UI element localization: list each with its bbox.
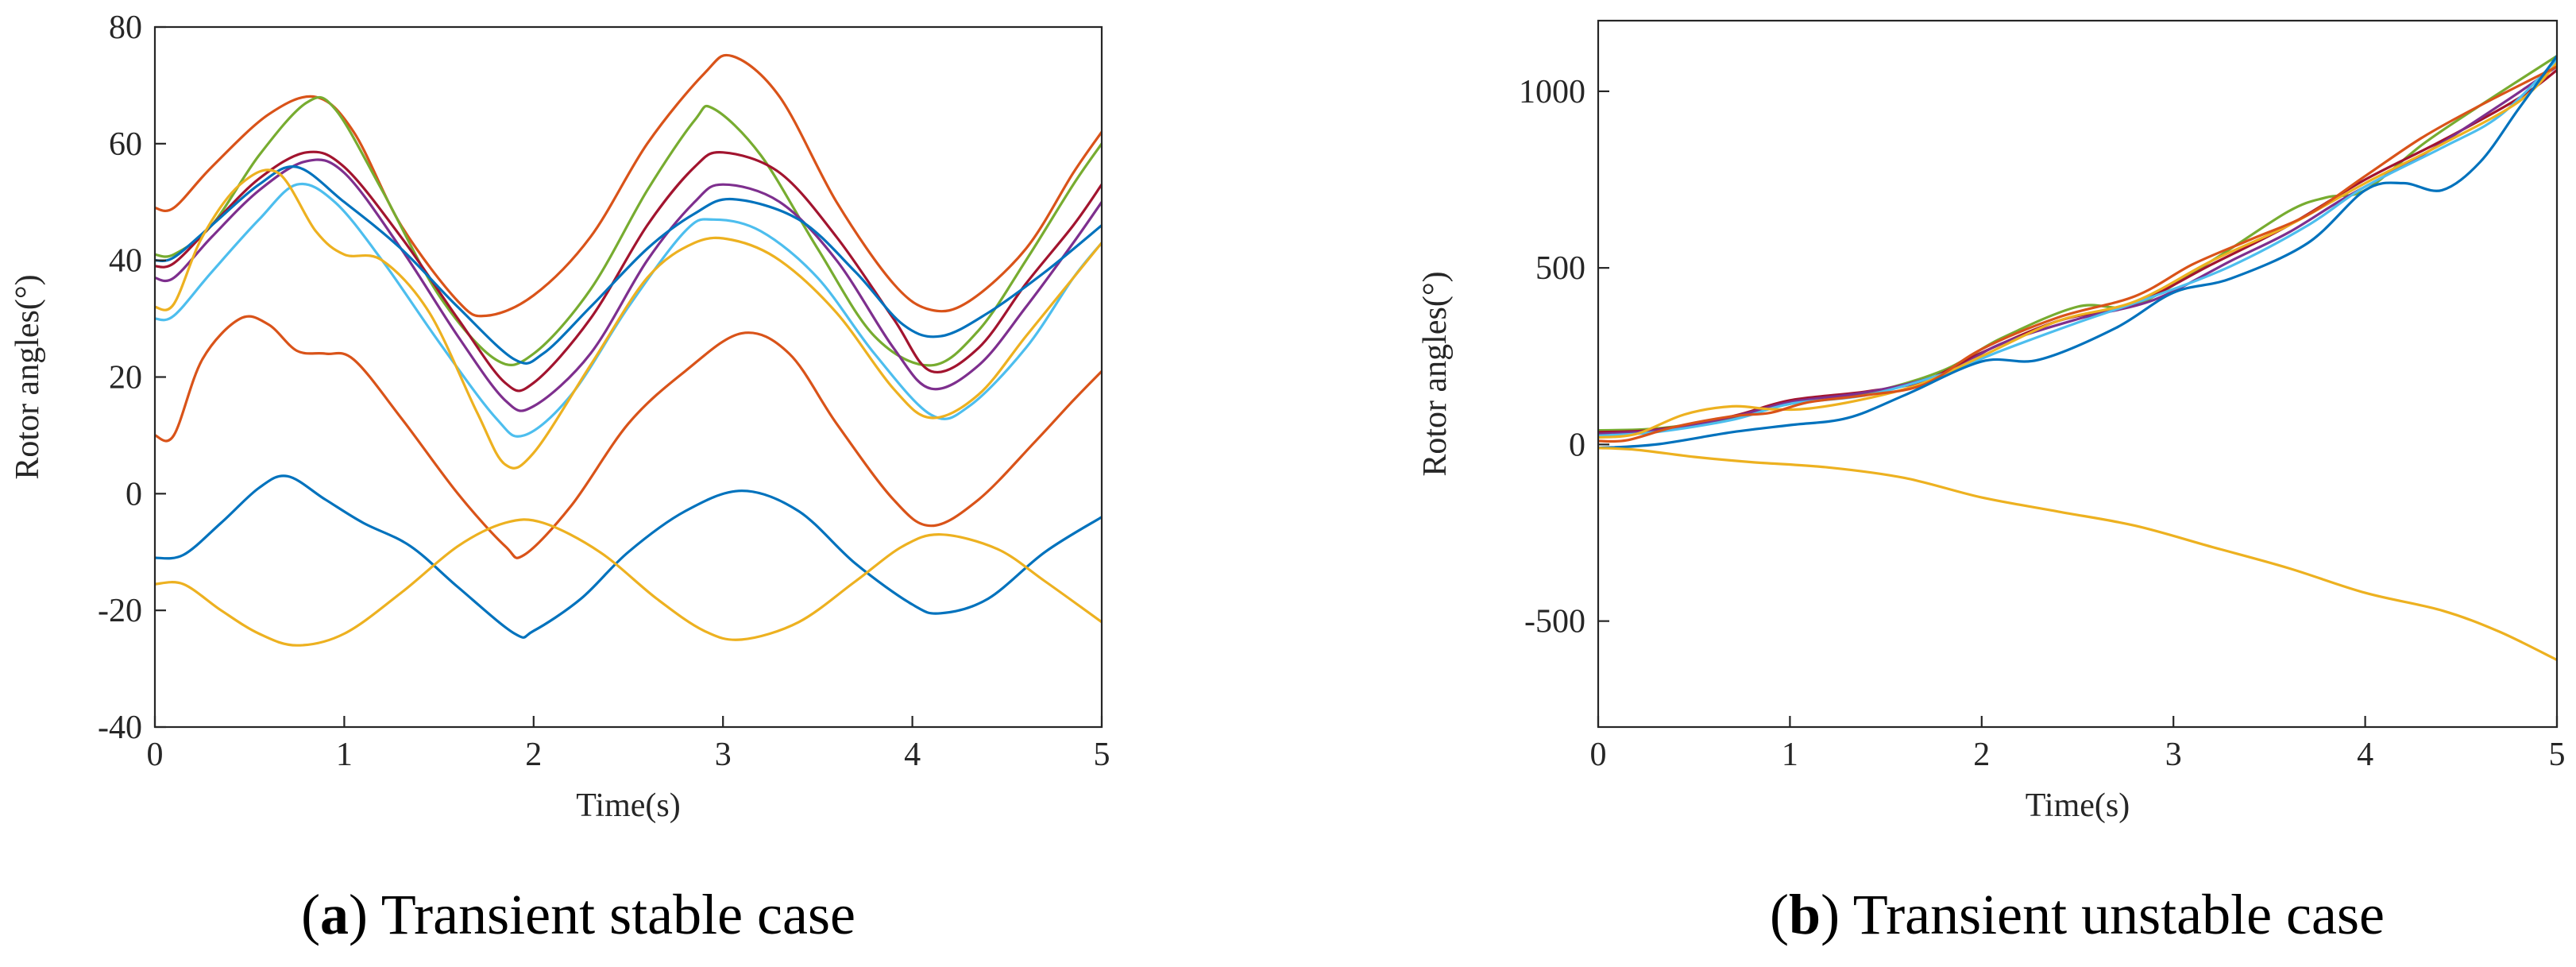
series-line-b-3	[1598, 65, 2557, 435]
x-tick-label: 0	[147, 737, 164, 773]
y-tick-label: -20	[98, 593, 142, 629]
x-tick-label: 1	[336, 737, 353, 773]
panel-b: 0 1 2 3 4 5 -500 0 500 1000 Time(s) Rotor angles(…	[1417, 19, 2566, 946]
x-axis-label-b: Time(s)	[2026, 787, 2130, 824]
y-tick-label: -40	[98, 710, 142, 746]
x-tick-label: 2	[1973, 737, 1990, 773]
caption-a: (a) Transient stable case	[301, 883, 855, 946]
plot-frame-a	[153, 25, 1103, 729]
series-line-a-2	[155, 95, 1102, 367]
y-tick-label: 1000	[1519, 74, 1585, 110]
series-line-b-4	[1598, 58, 2557, 437]
y-tick-label: -500	[1524, 604, 1585, 640]
caption-text-a: Transient stable case	[381, 883, 855, 946]
x-tick-label: 4	[2357, 737, 2373, 773]
panel-a: 0 1 2 3 4 5 -40 -20 0 20 40 60 80 Time(s) Rotor angl…	[10, 10, 1110, 946]
plot-frame-b	[1597, 19, 2559, 729]
caption-paren-close-b: )	[1821, 883, 1853, 946]
y-tick-label: 0	[126, 476, 142, 513]
x-tick-label: 3	[2165, 737, 2182, 773]
y-tick-label: 500	[1535, 250, 1585, 287]
ticks-b: 0 1 2 3 4 5 -500 0 500 1000	[1519, 74, 2566, 773]
caption-paren-open-b: (	[1770, 883, 1789, 946]
y-axis-label-a: Rotor angles(°)	[10, 274, 46, 479]
x-tick-label: 4	[904, 737, 921, 773]
x-tick-label: 1	[1782, 737, 1798, 773]
series-line-b-7	[1598, 54, 2557, 450]
series-line-a-7	[155, 168, 1102, 470]
x-tick-label: 5	[2549, 737, 2566, 773]
series-line-b-6	[1598, 65, 2557, 443]
series-line-a-5	[155, 164, 1102, 365]
series-line-b-5	[1598, 61, 2557, 439]
series-line-b-8	[1598, 447, 2557, 662]
y-axis-label-b: Rotor angles(°)	[1417, 271, 1454, 476]
caption-letter-b: b	[1789, 883, 1821, 946]
series-line-a-4	[155, 158, 1102, 412]
x-axis-label-a: Time(s)	[576, 787, 680, 824]
series-line-a-9	[155, 474, 1102, 639]
series-line-b-2	[1598, 68, 2557, 434]
y-tick-label: 80	[109, 10, 142, 46]
x-tick-label: 0	[1590, 737, 1607, 773]
x-tick-label: 5	[1094, 737, 1110, 773]
y-tick-label: 20	[109, 360, 142, 396]
y-tick-label: 0	[1569, 427, 1585, 463]
caption-paren-open-a: (	[301, 883, 320, 946]
series-line-a-10	[155, 518, 1102, 647]
series-line-a-3	[155, 150, 1102, 393]
x-tick-label: 3	[715, 737, 732, 773]
series-line-a-1	[155, 53, 1102, 318]
y-tick-label: 60	[109, 126, 142, 163]
ticks-a: 0 1 2 3 4 5 -40 -20 0 20 40 60 80	[98, 10, 1110, 773]
caption-paren-close-a: )	[349, 883, 381, 946]
caption-text-b: Transient unstable case	[1853, 883, 2385, 946]
series-line-b-1	[1598, 54, 2557, 432]
caption-b: (b) Transient unstable case	[1770, 883, 2385, 946]
caption-letter-a: a	[320, 883, 349, 946]
series-layer-b	[1598, 54, 2557, 662]
x-tick-label: 2	[525, 737, 542, 773]
y-tick-label: 40	[109, 243, 142, 280]
series-line-a-8	[155, 315, 1102, 559]
series-layer-a	[155, 53, 1102, 647]
